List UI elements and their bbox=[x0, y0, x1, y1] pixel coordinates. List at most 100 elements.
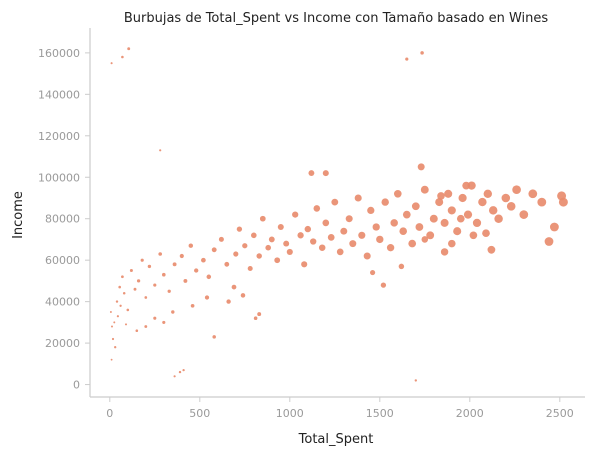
data-point-52 bbox=[313, 205, 321, 212]
data-point-89 bbox=[483, 189, 493, 199]
data-point-99 bbox=[549, 222, 559, 232]
data-point-69 bbox=[390, 219, 398, 227]
data-point-51 bbox=[310, 238, 317, 245]
data-point-63 bbox=[363, 252, 371, 260]
data-point-53 bbox=[318, 244, 326, 251]
data-point-1 bbox=[110, 325, 114, 328]
data-point-85 bbox=[463, 210, 473, 219]
data-point-97 bbox=[537, 197, 547, 207]
data-point-67 bbox=[381, 198, 389, 206]
data-point-96 bbox=[528, 189, 538, 199]
data-point-27 bbox=[188, 243, 194, 248]
data-point-46 bbox=[286, 248, 293, 255]
data-point-21 bbox=[158, 252, 162, 256]
data-point-98 bbox=[544, 237, 554, 246]
data-point-12 bbox=[124, 323, 128, 326]
data-point-36 bbox=[242, 243, 248, 249]
data-point-17 bbox=[140, 258, 144, 262]
data-point-79 bbox=[435, 198, 444, 207]
data-point-81 bbox=[444, 189, 453, 198]
data-point-84 bbox=[458, 193, 467, 203]
data-point-73 bbox=[408, 239, 417, 248]
data-point-130 bbox=[204, 295, 210, 300]
data-point-39 bbox=[256, 253, 262, 259]
data-point-30 bbox=[206, 274, 212, 280]
x-tick-label-0: 0 bbox=[106, 407, 113, 420]
y-tick-label-8: 160000 bbox=[38, 47, 80, 60]
data-point-57 bbox=[336, 248, 344, 256]
data-point-129 bbox=[456, 214, 465, 223]
x-ticks: 0 500 1000 1500 2000 2500 bbox=[106, 397, 574, 420]
data-point-7 bbox=[116, 315, 119, 318]
x-tick-label-1: 500 bbox=[189, 407, 210, 420]
data-point-101 bbox=[558, 197, 568, 207]
data-point-38 bbox=[251, 232, 257, 239]
data-point-94 bbox=[512, 185, 521, 195]
data-point-82 bbox=[447, 206, 456, 215]
data-point-72 bbox=[402, 210, 411, 219]
x-tick-label-5: 2500 bbox=[546, 407, 574, 420]
data-point-138 bbox=[144, 325, 148, 328]
data-point-68 bbox=[386, 244, 395, 252]
y-tick-label-7: 140000 bbox=[38, 88, 80, 101]
data-point-23 bbox=[167, 289, 171, 293]
data-point-10 bbox=[121, 275, 124, 279]
data-point-64 bbox=[367, 206, 375, 215]
data-point-6 bbox=[115, 300, 119, 303]
data-point-58 bbox=[340, 227, 348, 235]
data-point-41 bbox=[265, 244, 272, 251]
data-point-112 bbox=[182, 368, 185, 372]
x-tick-label-4: 2000 bbox=[456, 407, 484, 420]
data-point-92 bbox=[501, 193, 511, 203]
data-point-35 bbox=[236, 226, 243, 232]
data-point-66 bbox=[376, 235, 384, 244]
data-point-26 bbox=[183, 278, 188, 283]
data-point-48 bbox=[297, 232, 304, 239]
data-point-91 bbox=[494, 214, 503, 223]
data-point-137 bbox=[153, 316, 157, 320]
data-point-49 bbox=[301, 261, 308, 268]
data-point-107 bbox=[121, 55, 124, 59]
data-point-55 bbox=[327, 234, 335, 241]
data-point-114 bbox=[253, 316, 258, 321]
data-point-113 bbox=[257, 312, 262, 317]
points-layer bbox=[109, 47, 568, 382]
data-point-45 bbox=[283, 240, 290, 247]
data-point-90 bbox=[488, 206, 498, 215]
data-point-9 bbox=[119, 304, 122, 307]
data-point-54 bbox=[322, 219, 330, 227]
data-point-34 bbox=[233, 251, 239, 257]
data-point-83 bbox=[453, 227, 462, 236]
y-tick-label-3: 60000 bbox=[45, 254, 80, 267]
x-tick-label-3: 1500 bbox=[366, 407, 394, 420]
data-point-86 bbox=[467, 181, 476, 190]
data-point-117 bbox=[308, 170, 315, 177]
data-point-131 bbox=[226, 299, 231, 304]
data-point-18 bbox=[144, 296, 148, 299]
data-point-24 bbox=[172, 262, 177, 267]
data-point-116 bbox=[322, 170, 329, 177]
data-point-120 bbox=[398, 263, 405, 270]
data-point-42 bbox=[268, 236, 275, 243]
data-point-109 bbox=[159, 149, 162, 152]
data-point-88 bbox=[478, 197, 487, 207]
y-tick-label-6: 120000 bbox=[38, 130, 80, 143]
data-point-19 bbox=[147, 264, 152, 269]
data-point-93 bbox=[506, 202, 516, 211]
data-point-121 bbox=[370, 270, 376, 276]
y-tick-label-5: 100000 bbox=[38, 171, 80, 184]
data-point-70 bbox=[393, 189, 402, 198]
y-tick-label-0: 0 bbox=[73, 379, 80, 392]
data-point-0 bbox=[109, 311, 112, 313]
data-point-134 bbox=[190, 303, 195, 308]
data-point-133 bbox=[231, 284, 237, 290]
data-point-16 bbox=[136, 279, 141, 283]
data-point-15 bbox=[133, 287, 137, 291]
data-point-44 bbox=[277, 223, 284, 231]
data-point-47 bbox=[292, 211, 299, 218]
y-tick-label-1: 20000 bbox=[45, 337, 80, 350]
data-point-135 bbox=[171, 310, 175, 314]
y-tick-label-4: 80000 bbox=[45, 213, 80, 226]
data-point-126 bbox=[469, 231, 478, 240]
y-tick-label-2: 40000 bbox=[45, 296, 80, 309]
